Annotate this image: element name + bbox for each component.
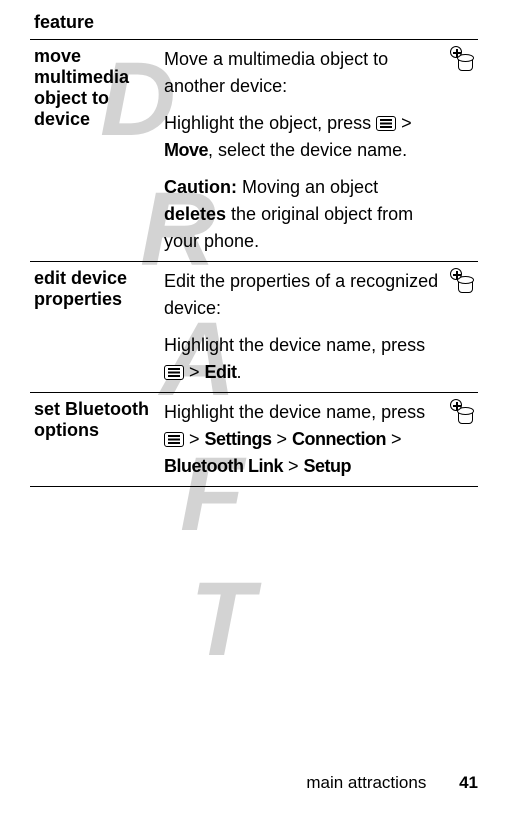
page-footer: main attractions 41 <box>306 773 478 793</box>
text: Move a multimedia object to another devi… <box>164 49 388 96</box>
row-label: move multimedia object to device <box>30 40 160 262</box>
row-description: Edit the properties of a recognized devi… <box>160 262 444 393</box>
text: > <box>283 456 304 476</box>
menu-path: Settings <box>205 429 272 449</box>
row-label: edit device properties <box>30 262 160 393</box>
row-description: Move a multimedia object to another devi… <box>160 40 444 262</box>
menu-path: Move <box>164 140 208 160</box>
row-description: Highlight the device name, press > Setti… <box>160 393 444 487</box>
menu-icon <box>164 432 184 447</box>
row-label: set Bluetooth options <box>30 393 160 487</box>
section-title: main attractions <box>306 773 426 792</box>
menu-path: Edit <box>205 362 237 382</box>
menu-path: Bluetooth Link <box>164 456 283 476</box>
table-row: move multimedia object to device Move a … <box>30 40 478 262</box>
text: > <box>184 362 205 382</box>
feature-table: feature move multimedia object to device… <box>30 10 478 487</box>
text: > <box>272 429 293 449</box>
text: . <box>237 362 242 382</box>
text: Edit the properties of a recognized devi… <box>164 271 438 318</box>
page-number: 41 <box>459 773 478 792</box>
caution-label: Caution: <box>164 177 237 197</box>
text: Highlight the device name, press <box>164 335 425 355</box>
text: , select the device name. <box>208 140 407 160</box>
menu-path: Setup <box>304 456 352 476</box>
expansion-icon <box>448 268 474 294</box>
text: Moving an object <box>237 177 378 197</box>
emphasis: deletes <box>164 204 226 224</box>
text: > <box>396 113 412 133</box>
expansion-icon <box>448 46 474 72</box>
text: Highlight the object, press <box>164 113 376 133</box>
text: > <box>184 429 205 449</box>
table-row: edit device properties Edit the properti… <box>30 262 478 393</box>
menu-path: Connection <box>292 429 386 449</box>
menu-icon <box>164 365 184 380</box>
column-header-feature: feature <box>30 10 478 40</box>
text: Highlight the device name, press <box>164 402 425 422</box>
text: > <box>386 429 402 449</box>
table-row: set Bluetooth options Highlight the devi… <box>30 393 478 487</box>
menu-icon <box>376 116 396 131</box>
expansion-icon <box>448 399 474 425</box>
